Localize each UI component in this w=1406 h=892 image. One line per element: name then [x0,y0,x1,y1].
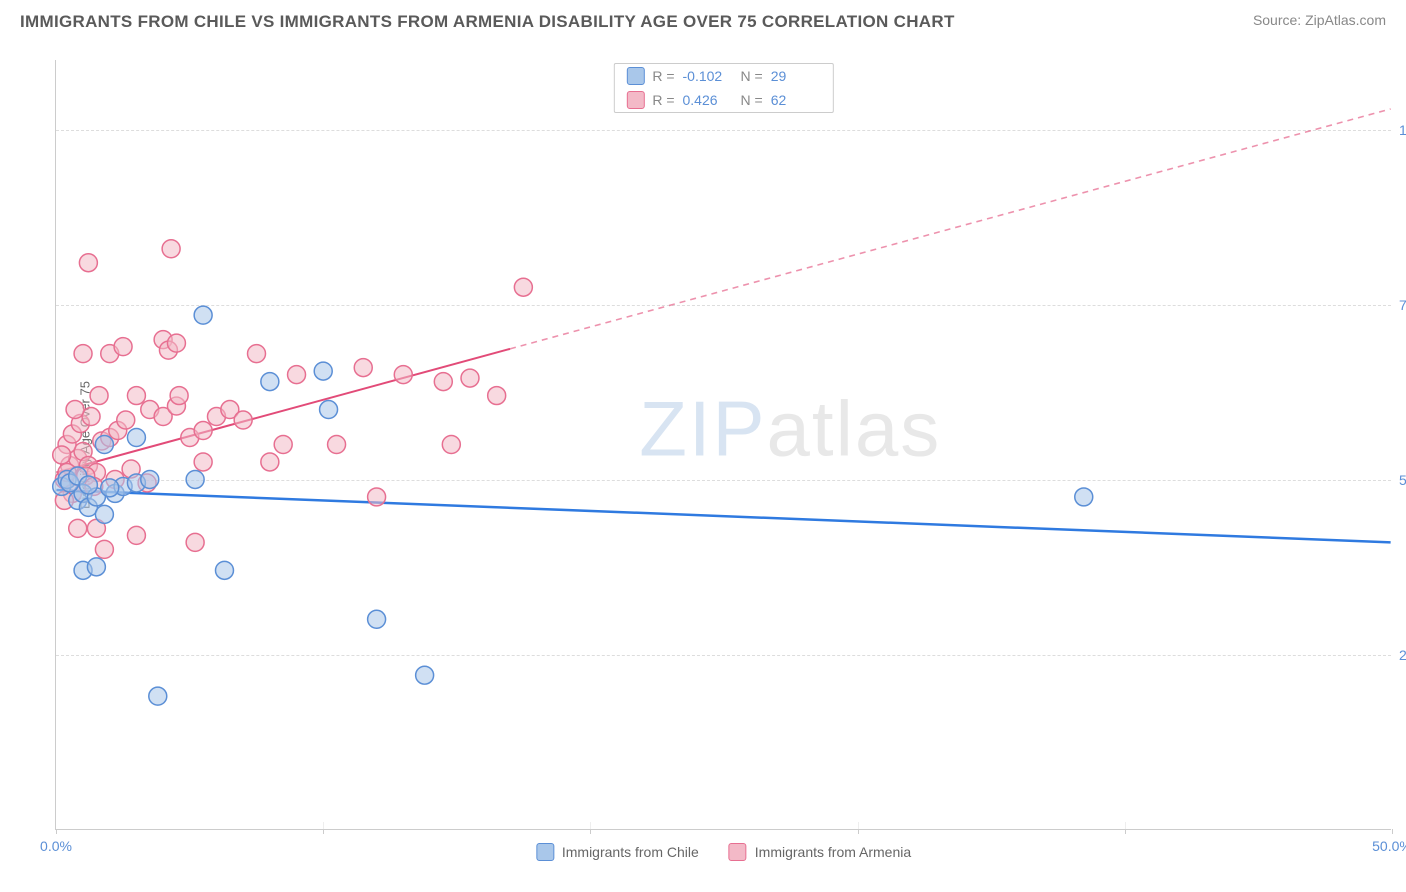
correlation-legend-row: R = 0.426 N = 62 [614,88,832,112]
x-tick-label: 0.0% [40,838,72,854]
scatter-point [194,453,212,471]
scatter-point [101,479,119,497]
correlation-legend-row: R = -0.102 N = 29 [614,64,832,88]
scatter-point [288,366,306,384]
legend-swatch [626,67,644,85]
correlation-legend: R = -0.102 N = 29 R = 0.426 N = 62 [613,63,833,113]
legend-r-value: 0.426 [683,92,733,108]
scatter-point [261,373,279,391]
scatter-point [162,240,180,258]
scatter-point [74,345,92,363]
y-tick-label: 100.0% [1399,122,1406,138]
scatter-point [368,610,386,628]
scatter-point [328,436,346,454]
scatter-point [186,470,204,488]
scatter-point [434,373,452,391]
scatter-point [79,254,97,272]
scatter-point [90,387,108,405]
scatter-point [79,476,97,494]
trend-line-dashed [510,109,1391,349]
x-tick-mark [858,829,859,834]
scatter-point [215,561,233,579]
scatter-point [314,362,332,380]
y-tick-label: 25.0% [1399,647,1406,663]
scatter-point [95,436,113,454]
scatter-point [442,436,460,454]
chart-plot-area: Disability Age Over 75 ZIPatlas R =-0.10… [55,60,1391,830]
x-tick-mark [1125,829,1126,834]
scatter-point [127,387,145,405]
scatter-point [194,306,212,324]
scatter-point [117,411,135,429]
scatter-point [248,345,266,363]
scatter-point [95,540,113,558]
scatter-point [141,470,159,488]
legend-r-value: -0.102 [683,68,733,84]
series-legend-item: Immigrants from Armenia [729,843,911,861]
legend-swatch [626,91,644,109]
scatter-point [127,526,145,544]
x-tick-mark [1392,829,1393,834]
scatter-point [488,387,506,405]
scatter-point [114,338,132,356]
scatter-point [194,422,212,440]
chart-header: IMMIGRANTS FROM CHILE VS IMMIGRANTS FROM… [0,0,1406,40]
scatter-point [368,488,386,506]
legend-n-label: N = [741,92,763,108]
scatter-point [69,519,87,537]
legend-swatch [729,843,747,861]
x-tick-label: 50.0% [1372,838,1406,854]
scatter-point [416,666,434,684]
series-legend-label: Immigrants from Armenia [755,844,911,860]
legend-r-label: R = [652,68,674,84]
x-tick-mark [590,829,591,834]
scatter-point [167,334,185,352]
x-tick-mark [56,829,57,834]
trend-line-solid [56,490,1390,542]
scatter-point [53,446,71,464]
legend-n-value: 62 [771,92,821,108]
scatter-point [149,687,167,705]
x-tick-mark [323,829,324,834]
legend-n-label: N = [741,68,763,84]
scatter-point [186,533,204,551]
legend-swatch [536,843,554,861]
scatter-point [261,453,279,471]
scatter-point [461,369,479,387]
series-legend-label: Immigrants from Chile [562,844,699,860]
scatter-point [320,401,338,419]
scatter-point [127,429,145,447]
scatter-point [234,411,252,429]
series-legend: Immigrants from Chile Immigrants from Arm… [536,843,911,861]
chart-title: IMMIGRANTS FROM CHILE VS IMMIGRANTS FROM… [20,12,955,32]
scatter-point [95,505,113,523]
scatter-point [514,278,532,296]
scatter-point [274,436,292,454]
scatter-point [87,558,105,576]
y-tick-label: 50.0% [1399,472,1406,488]
chart-svg-layer [56,60,1391,829]
legend-n-value: 29 [771,68,821,84]
legend-r-label: R = [652,92,674,108]
scatter-point [1075,488,1093,506]
series-legend-item: Immigrants from Chile [536,843,699,861]
scatter-point [170,387,188,405]
scatter-point [354,359,372,377]
scatter-point [66,401,84,419]
scatter-point [394,366,412,384]
chart-source: Source: ZipAtlas.com [1253,12,1386,28]
y-tick-label: 75.0% [1399,297,1406,313]
scatter-point [82,408,100,426]
